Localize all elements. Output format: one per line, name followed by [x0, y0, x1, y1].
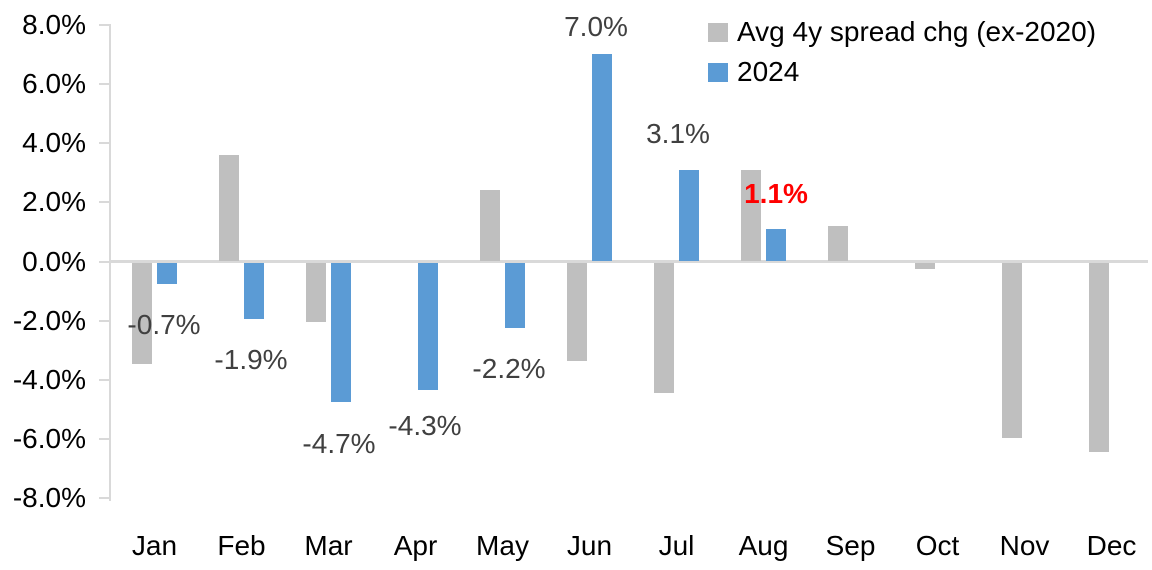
bar-2024-feb — [244, 263, 264, 320]
x-tick-label: Aug — [738, 530, 789, 561]
x-tick-label: Oct — [915, 530, 960, 561]
legend-swatch-blue-icon — [708, 62, 728, 82]
y-tick-mark — [99, 438, 110, 441]
bar-2024-jul — [679, 169, 699, 262]
x-tick-label: Dec — [1086, 530, 1137, 561]
x-tick-label: Apr — [393, 530, 438, 561]
bar-avg-aug — [741, 169, 761, 262]
y-tick-label: -2.0% — [12, 304, 86, 336]
legend-item-avg: Avg 4y spread chg (ex-2020) — [708, 12, 1096, 52]
x-tick-label: Nov — [999, 530, 1050, 561]
bar-avg-may — [480, 190, 500, 262]
y-tick-label: 8.0% — [22, 8, 86, 40]
y-tick-mark — [99, 260, 110, 263]
bar-avg-sep — [828, 225, 848, 262]
x-tick-label: Jun — [566, 530, 613, 561]
y-tick-label: 4.0% — [22, 127, 86, 159]
bar-avg-dec — [1089, 263, 1109, 453]
bar-avg-feb — [219, 154, 239, 262]
data-label-jun: 7.0% — [564, 11, 628, 43]
bar-avg-jul — [654, 263, 674, 394]
data-label-apr: -4.3% — [388, 409, 462, 441]
y-tick-mark — [99, 497, 110, 500]
bar-avg-jan — [132, 263, 152, 364]
y-tick-mark — [99, 201, 110, 204]
bar-2024-jan — [157, 263, 177, 284]
bar-2024-may — [505, 263, 525, 329]
x-tick-label: Jan — [131, 530, 178, 561]
bar-avg-jun — [567, 263, 587, 361]
legend-swatch-gray-icon — [708, 22, 728, 42]
data-label-feb: -1.9% — [214, 343, 288, 375]
data-label-mar: -4.7% — [302, 427, 376, 459]
data-label-may: -2.2% — [472, 352, 546, 384]
bar-2024-mar — [331, 263, 351, 403]
data-label-jul: 3.1% — [646, 117, 710, 149]
x-tick-label: Mar — [304, 530, 353, 561]
bar-avg-oct — [915, 263, 935, 269]
legend: Avg 4y spread chg (ex-2020) 2024 — [708, 12, 1096, 92]
x-tick-label: Sep — [825, 530, 876, 561]
x-tick-label: Jul — [658, 530, 695, 561]
bar-2024-aug — [766, 228, 786, 262]
y-tick-mark — [99, 319, 110, 322]
y-tick-label: 6.0% — [22, 67, 86, 99]
y-tick-mark — [99, 23, 110, 26]
y-tick-label: 2.0% — [22, 186, 86, 218]
bar-avg-mar — [306, 263, 326, 323]
y-tick-label: -8.0% — [12, 482, 86, 514]
x-tick-label: Feb — [217, 530, 266, 561]
x-tick-label: May — [476, 530, 529, 561]
bar-avg-nov — [1002, 263, 1022, 438]
bar-2024-apr — [418, 263, 438, 391]
data-label-aug: 1.1% — [744, 177, 808, 209]
zero-axis-line — [109, 260, 1148, 263]
y-tick-label: 0.0% — [22, 245, 86, 277]
y-tick-mark — [99, 82, 110, 85]
legend-label-avg: Avg 4y spread chg (ex-2020) — [737, 16, 1097, 47]
bar-2024-jun — [592, 54, 612, 262]
y-tick-label: -6.0% — [12, 423, 86, 455]
legend-label-2024: 2024 — [737, 56, 800, 87]
data-label-jan: -0.7% — [127, 309, 201, 341]
y-tick-mark — [99, 142, 110, 145]
y-tick-mark — [99, 378, 110, 381]
y-tick-label: -4.0% — [12, 363, 86, 395]
legend-item-2024: 2024 — [708, 52, 1096, 92]
